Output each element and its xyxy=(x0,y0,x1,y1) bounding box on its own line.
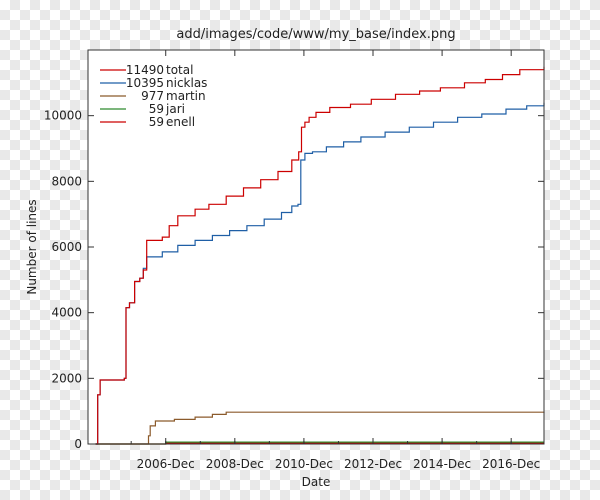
x-tick-label: 2012-Dec xyxy=(344,457,402,471)
legend-label: enell xyxy=(166,115,195,129)
series-line-martin xyxy=(95,411,545,445)
x-tick-label: 2010-Dec xyxy=(275,457,333,471)
x-tick-label: 2008-Dec xyxy=(206,457,264,471)
x-tick-label: 2006-Dec xyxy=(137,457,195,471)
legend-label: total xyxy=(166,63,193,77)
x-axis-label: Date xyxy=(302,475,331,489)
legend-label: jari xyxy=(165,102,185,116)
ticks-layer: 0 2000 4000 6000 8000 10000 2006-Dec 2008-Dec 20… xyxy=(44,50,544,471)
y-tick-label: 6000 xyxy=(51,240,82,254)
y-tick-label: 8000 xyxy=(51,174,82,188)
y-axis-label: Number of lines xyxy=(25,199,39,294)
y-tick-label: 0 xyxy=(74,437,82,451)
series-line-total xyxy=(95,66,545,445)
x-tick-label: 2014-Dec xyxy=(413,457,471,471)
legend-count: 10395 xyxy=(126,76,164,90)
y-tick-label: 10000 xyxy=(44,109,82,123)
y-tick-label: 4000 xyxy=(51,306,82,320)
legend-count: 977 xyxy=(141,89,164,103)
legend-count: 11490 xyxy=(126,63,164,77)
y-tick-label: 2000 xyxy=(51,371,82,385)
legend-label: nicklas xyxy=(166,76,207,90)
x-tick-label: 2016-Dec xyxy=(482,457,540,471)
legend-count: 59 xyxy=(149,115,164,129)
legend-label: martin xyxy=(166,89,206,103)
chart-title: add/images/code/www/my_base/index.png xyxy=(176,27,455,42)
legend-count: 59 xyxy=(149,102,164,116)
